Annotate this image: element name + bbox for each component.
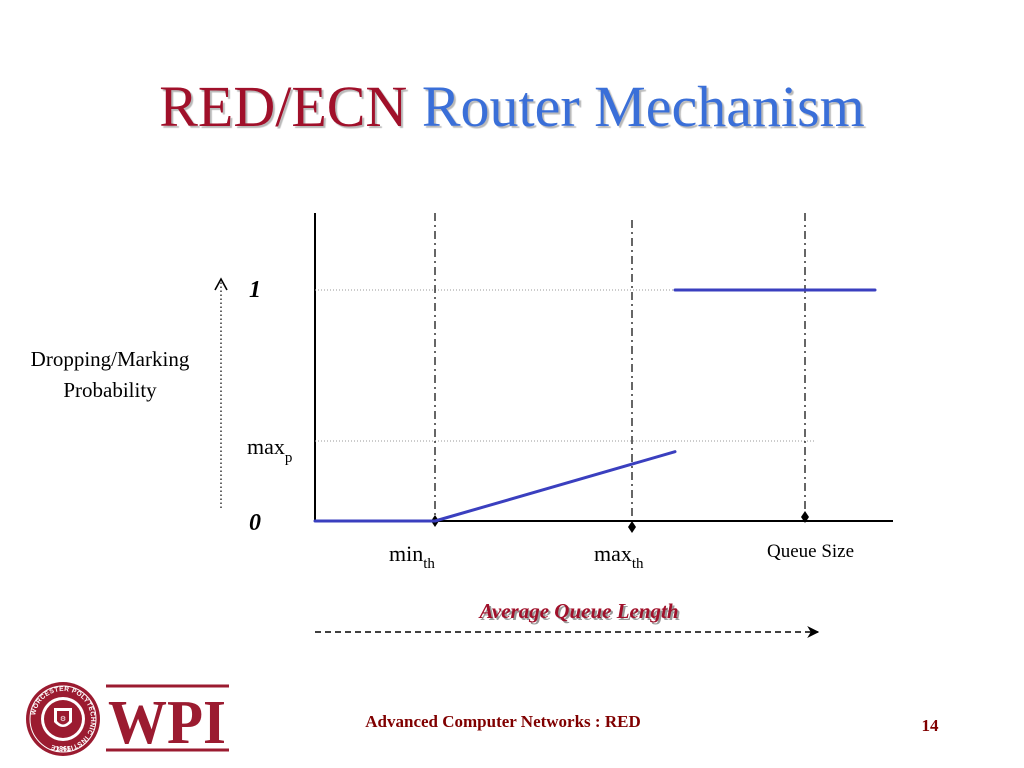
title-part-red-ecn: RED/ECN	[159, 74, 408, 139]
wpi-wordmark: WPI	[108, 689, 226, 757]
x-axis-label-shadow: Average Queue Length	[479, 601, 680, 625]
tick-queue-size	[801, 511, 809, 523]
x-axis-label: Average Queue Length	[477, 599, 678, 623]
y-tick-label-maxp: maxp	[247, 434, 292, 466]
y-indicator-arrowhead	[214, 277, 228, 291]
wpi-seal-icon: ⚙ WORCESTER POLYTECHNIC INSTITUTE 1865	[26, 682, 100, 756]
tick-max-th	[628, 521, 636, 533]
footer-text: Advanced Computer Networks : RED	[365, 712, 641, 731]
x-tick-label-max-th: maxth	[594, 541, 644, 572]
slide-title: RED/ECN Router Mechanism	[0, 78, 1024, 136]
y-axis-label-line2: Probability	[63, 378, 157, 402]
wpi-logo: ⚙ WORCESTER POLYTECHNIC INSTITUTE 1865 W…	[26, 682, 229, 757]
x-tick-label-queue-size: Queue Size	[767, 541, 854, 562]
svg-text:⚙: ⚙	[60, 715, 66, 723]
title-part-router-mechanism: Router Mechanism	[421, 74, 865, 139]
y-tick-label-one: 1	[249, 277, 261, 303]
svg-text:1865: 1865	[55, 746, 71, 753]
y-tick-label-zero: 0	[249, 510, 261, 536]
page-number: 14	[921, 716, 939, 735]
y-axis-label: Dropping/Marking Probability	[0, 344, 220, 406]
y-axis-label-line1: Dropping/Marking	[30, 347, 190, 371]
x-tick-label-min-th: minth	[389, 541, 435, 572]
curve-segment-ramp	[433, 450, 677, 523]
